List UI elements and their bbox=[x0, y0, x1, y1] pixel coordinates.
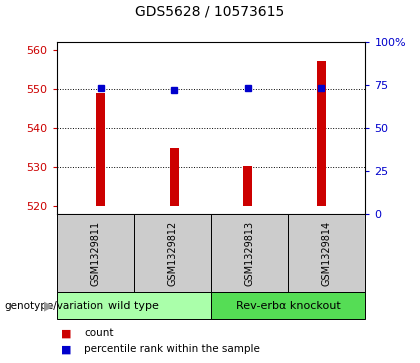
Bar bbox=[317, 61, 326, 206]
Text: percentile rank within the sample: percentile rank within the sample bbox=[84, 344, 260, 354]
Text: ■: ■ bbox=[61, 329, 71, 338]
Bar bbox=[97, 93, 105, 206]
Text: GDS5628 / 10573615: GDS5628 / 10573615 bbox=[135, 4, 285, 18]
Bar bbox=[244, 166, 252, 206]
Text: GSM1329812: GSM1329812 bbox=[168, 221, 178, 286]
Text: GSM1329811: GSM1329811 bbox=[90, 221, 100, 286]
Text: genotype/variation: genotype/variation bbox=[4, 301, 103, 311]
Text: GSM1329813: GSM1329813 bbox=[244, 221, 255, 286]
Text: wild type: wild type bbox=[108, 301, 159, 311]
Text: Rev-erbα knockout: Rev-erbα knockout bbox=[236, 301, 341, 311]
Text: ■: ■ bbox=[61, 344, 71, 354]
Text: GSM1329814: GSM1329814 bbox=[322, 221, 332, 286]
Bar bbox=[170, 147, 179, 206]
Text: count: count bbox=[84, 329, 113, 338]
Text: ▶: ▶ bbox=[44, 299, 53, 312]
